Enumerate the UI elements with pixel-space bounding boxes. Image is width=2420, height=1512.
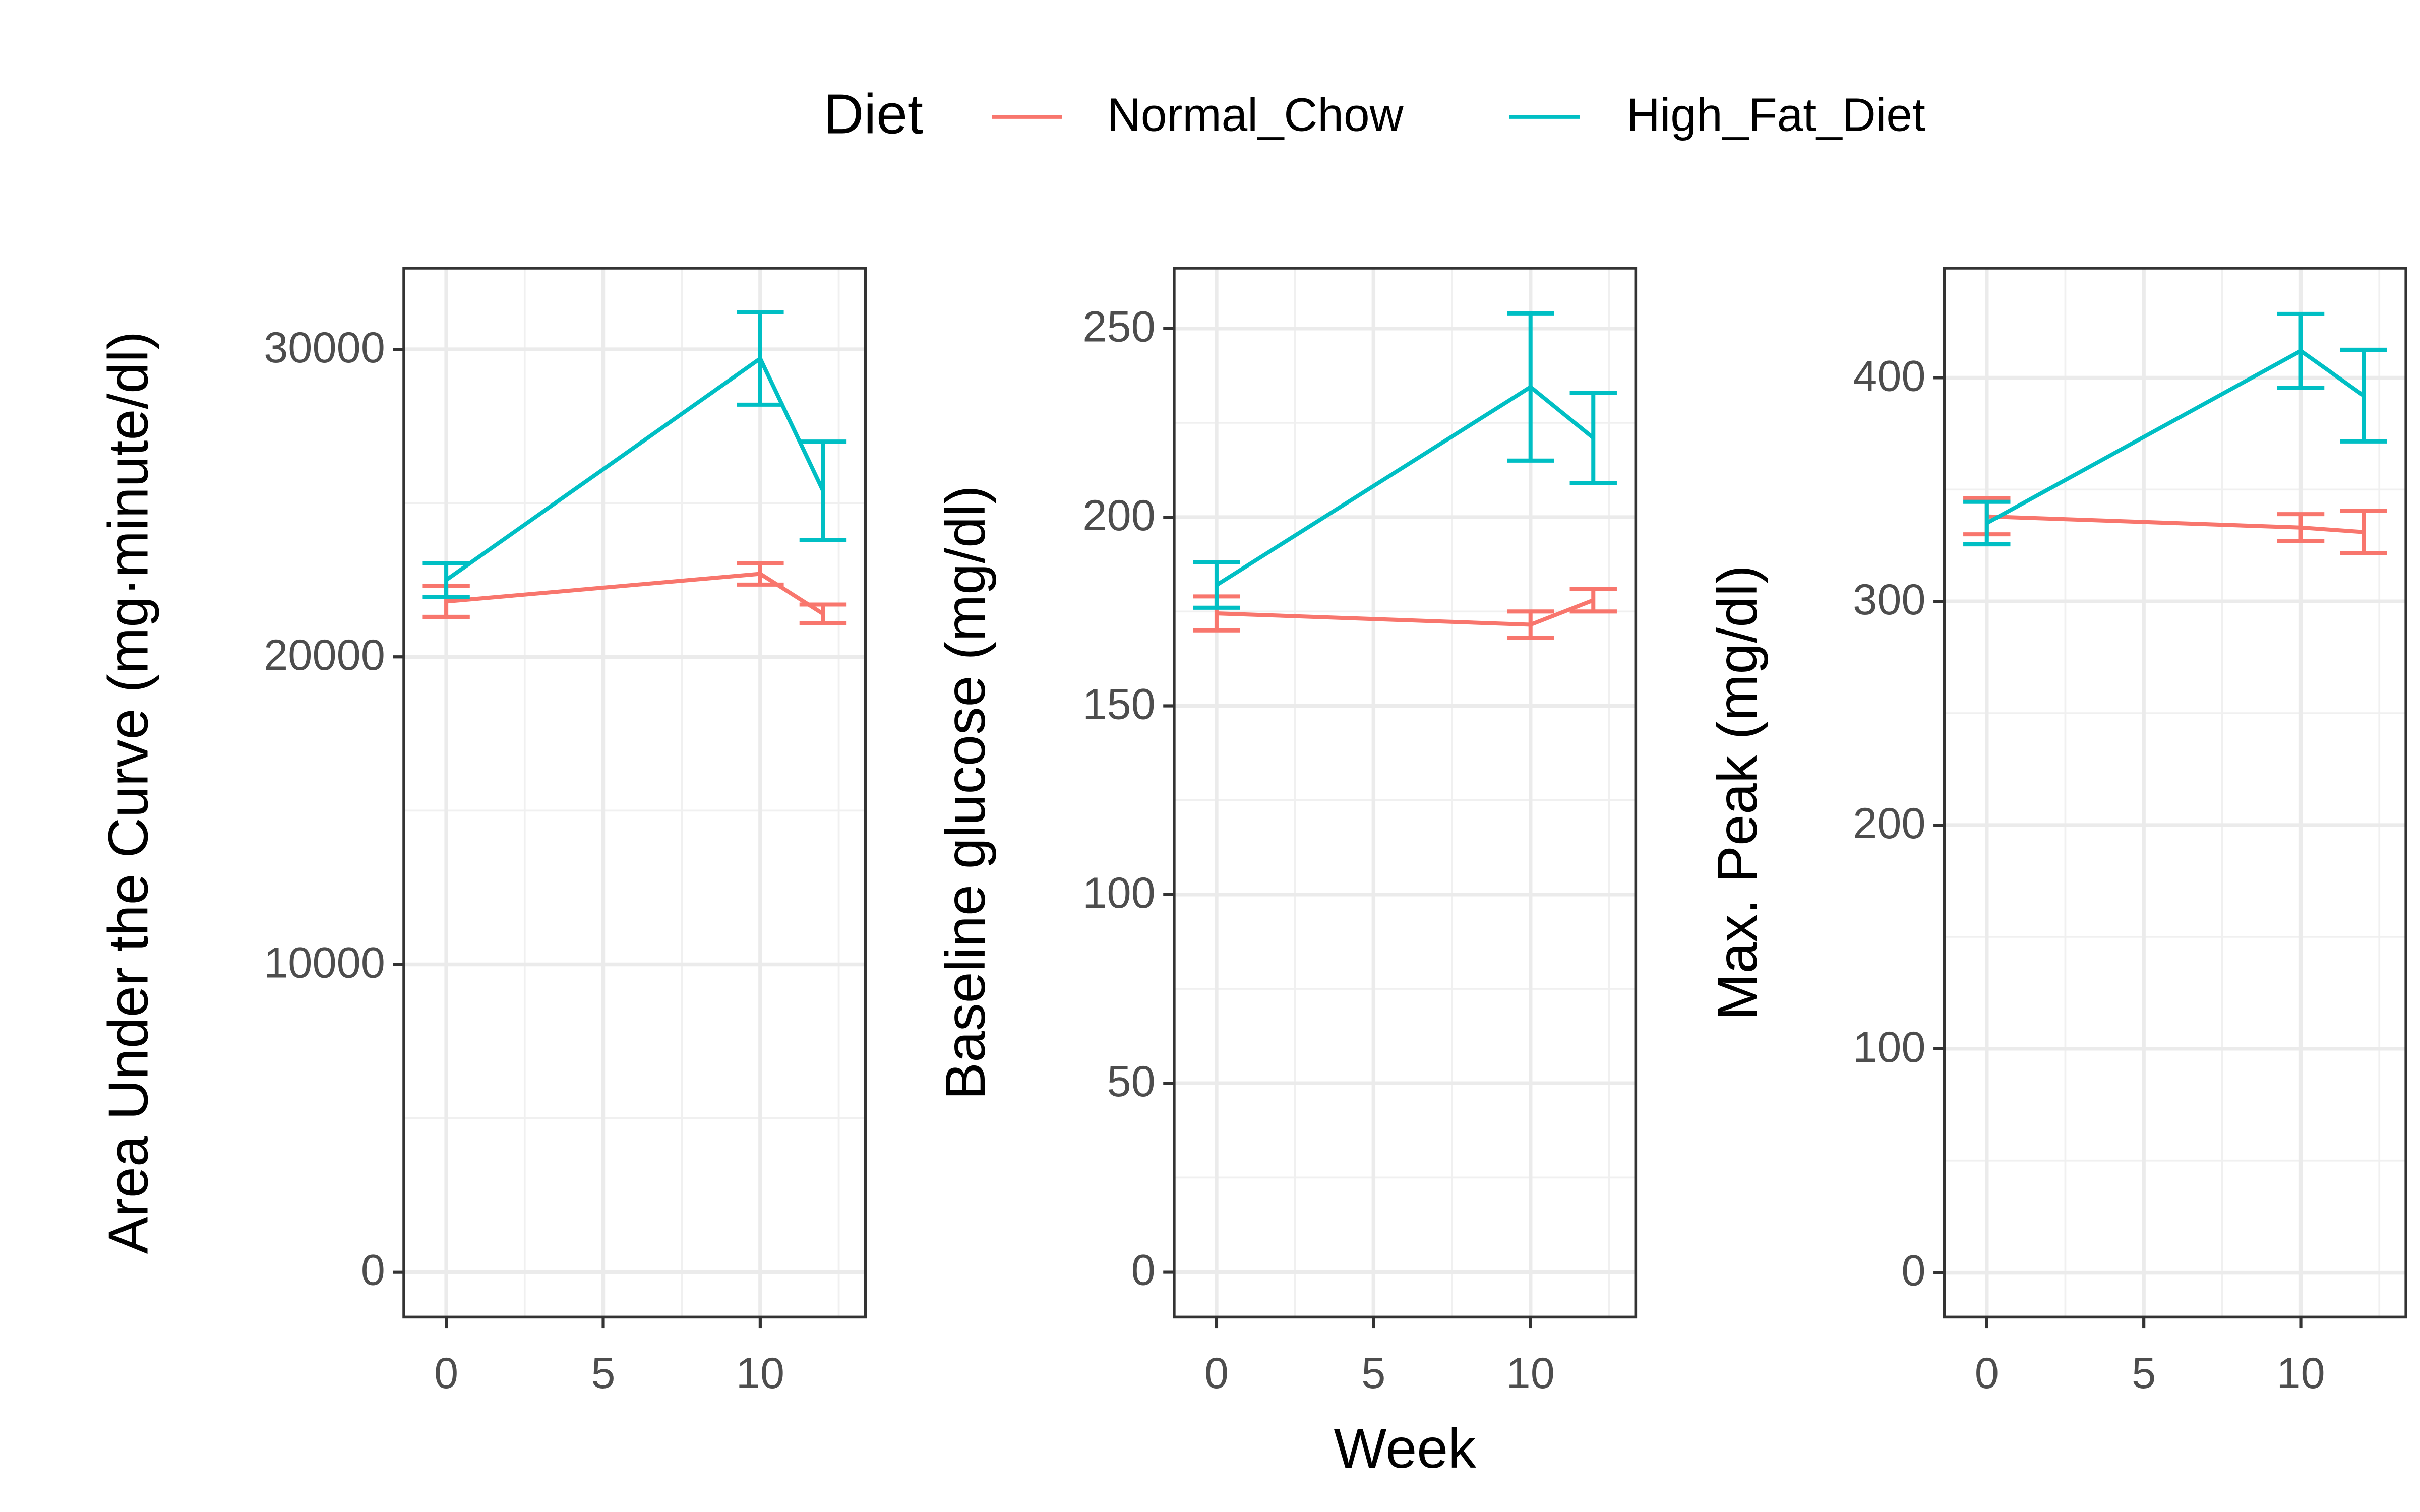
error-bar [737,310,784,407]
error-bar [2340,509,2387,555]
error-bar [2277,512,2325,543]
error-bar [1506,311,1554,463]
error-bar [799,602,847,625]
error-bar [1193,560,1240,610]
legend-title: Diet [823,82,923,145]
y-tick-label: 30000 [264,324,385,372]
panel: 0 100 200 300 400 0 5 10 Max. Peak (mg/dl) [1706,267,2407,1398]
error-bar [1963,499,2011,547]
y-tick-label: 0 [1131,1246,1156,1295]
error-bar [1506,609,1554,640]
y-tick-label: 200 [1082,491,1155,540]
x-tick-label: 10 [736,1349,784,1398]
y-axis-title: Max. Peak (mg/dl) [1706,565,1769,1020]
y-tick-label: 200 [1853,799,1925,848]
y-tick-label: 0 [1901,1247,1925,1295]
error-bar [2340,347,2387,444]
panel-border [402,267,867,1319]
x-tick-label: 5 [1361,1349,1385,1398]
y-tick-label: 0 [361,1246,385,1295]
y-tick-label: 50 [1107,1057,1155,1106]
x-axis-title: Week [1334,1417,1476,1480]
panel-border [1173,267,1638,1319]
y-tick-label: 300 [1853,576,1925,624]
plot-background [404,268,866,1317]
y-axis-title-group: Area Under the Curve (mg·minute/dl) [96,331,159,1254]
plot-background [1944,268,2406,1317]
error-bar [1569,587,1617,614]
error-bar [799,439,847,542]
y-tick-label: 400 [1853,352,1925,400]
x-tick-label: 0 [1975,1349,1999,1398]
x-tick-label: 5 [2132,1349,2156,1398]
error-bar [737,561,784,587]
y-tick-label: 10000 [264,938,385,987]
legend-label: High_Fat_Diet [1626,89,1925,141]
y-axis-title: Baseline glucose (mg/dl) [934,485,997,1100]
panel: 0 50 100 150 200 250 0 5 10 Baseline glucose (mg/… [934,267,1638,1480]
y-axis-title: Area Under the Curve (mg·minute/dl) [96,331,159,1254]
legend-label: Normal_Chow [1107,89,1404,141]
error-bar [1569,391,1617,485]
error-bar [2277,311,2325,390]
x-tick-label: 10 [1506,1349,1555,1398]
y-tick-label: 100 [1082,869,1155,917]
error-bar [422,561,470,599]
plot-background [1174,268,1636,1317]
y-tick-label: 150 [1082,680,1155,728]
y-axis-title-group: Max. Peak (mg/dl) [1706,565,1769,1020]
y-tick-label: 250 [1082,303,1155,351]
panel: 0 10000 20000 30000 0 5 10 Area Under the Curve… [96,267,867,1398]
y-axis-title-group: Baseline glucose (mg/dl) [934,485,997,1100]
x-tick-label: 10 [2276,1349,2325,1398]
y-tick-label: 100 [1853,1023,1925,1072]
x-tick-label: 0 [434,1349,458,1398]
y-tick-label: 20000 [264,631,385,679]
panel-border [1943,267,2407,1319]
x-tick-label: 5 [591,1349,615,1398]
x-tick-label: 0 [1204,1349,1229,1398]
